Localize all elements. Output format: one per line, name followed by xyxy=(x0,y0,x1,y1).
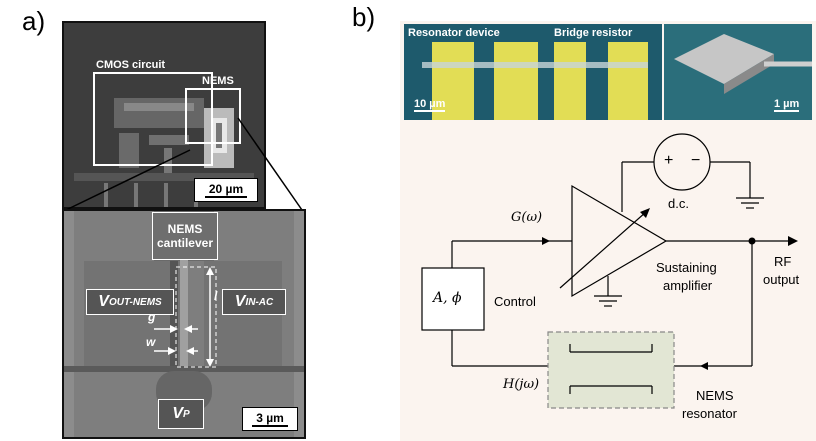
resonator-micrograph: Resonator device Bridge resistor 10 µm xyxy=(404,24,662,120)
zoom-lines xyxy=(65,117,303,211)
nems-label: NEMS xyxy=(202,75,234,87)
vp-sub: P xyxy=(183,408,190,420)
bottom-scale-bar: 3 µm xyxy=(242,407,298,431)
top-sem-image: CMOS circuit NEMS 20 µm xyxy=(62,21,266,209)
l-label: l xyxy=(214,289,218,303)
sem-3d-graphic xyxy=(664,24,812,120)
dc-plus-label: + xyxy=(664,152,674,169)
top-scale-text: 20 µm xyxy=(204,182,248,198)
bottom-sem-image: NEMS cantilever V OUT-NEMS V IN-AC g w l V… xyxy=(62,209,306,439)
cmos-circuit-label: CMOS circuit xyxy=(96,59,166,71)
dc-label: d.c. xyxy=(668,196,689,211)
panel-a-label: a) xyxy=(22,6,46,36)
panel-b-label: b) xyxy=(352,2,376,32)
a-phi-label: A, ϕ xyxy=(433,290,462,306)
h-jw-label: H(jω) xyxy=(503,377,540,392)
vp-main: V xyxy=(172,405,183,422)
vout-sub: OUT-NEMS xyxy=(108,296,162,308)
resonator-device-label: Resonator device xyxy=(408,27,500,39)
cantilever-line2: cantilever xyxy=(156,236,214,250)
vin-ac-label: V IN-AC xyxy=(222,289,286,315)
circuit-diagram xyxy=(421,133,798,409)
g-omega-label: G(ω) xyxy=(511,210,543,225)
vin-main: V xyxy=(234,293,246,310)
g-label: g xyxy=(148,310,156,324)
vout-nems-label: V OUT-NEMS xyxy=(86,289,174,315)
control-label: Control xyxy=(494,294,536,309)
nems-resonator-label-2: resonator xyxy=(682,406,737,421)
sem-3d-micrograph: 1 µm xyxy=(664,24,812,120)
top-scale-bar: 20 µm xyxy=(194,178,258,202)
output-label: output xyxy=(763,272,800,287)
cantilever-line1: NEMS xyxy=(167,222,203,236)
w-label: w xyxy=(146,335,156,349)
rf-label: RF xyxy=(774,254,792,269)
bridge-resistor-label: Bridge resistor xyxy=(554,27,633,39)
scale-10um: 10 µm xyxy=(414,98,446,112)
bottom-scale-text: 3 µm xyxy=(252,411,288,427)
cmos-chip-graphic xyxy=(64,23,264,207)
sustaining-label: Sustaining xyxy=(656,260,717,275)
scale-1um: 1 µm xyxy=(774,98,800,112)
amplifier-label: amplifier xyxy=(663,278,713,293)
resonator-micrograph-graphic xyxy=(404,24,662,120)
nems-cantilever-label: NEMS cantilever xyxy=(152,212,218,260)
dc-minus-label: − xyxy=(691,152,701,169)
vout-main: V xyxy=(98,293,109,310)
nems-resonator-label-1: NEMS xyxy=(696,388,734,403)
vin-sub: IN-AC xyxy=(245,296,274,308)
